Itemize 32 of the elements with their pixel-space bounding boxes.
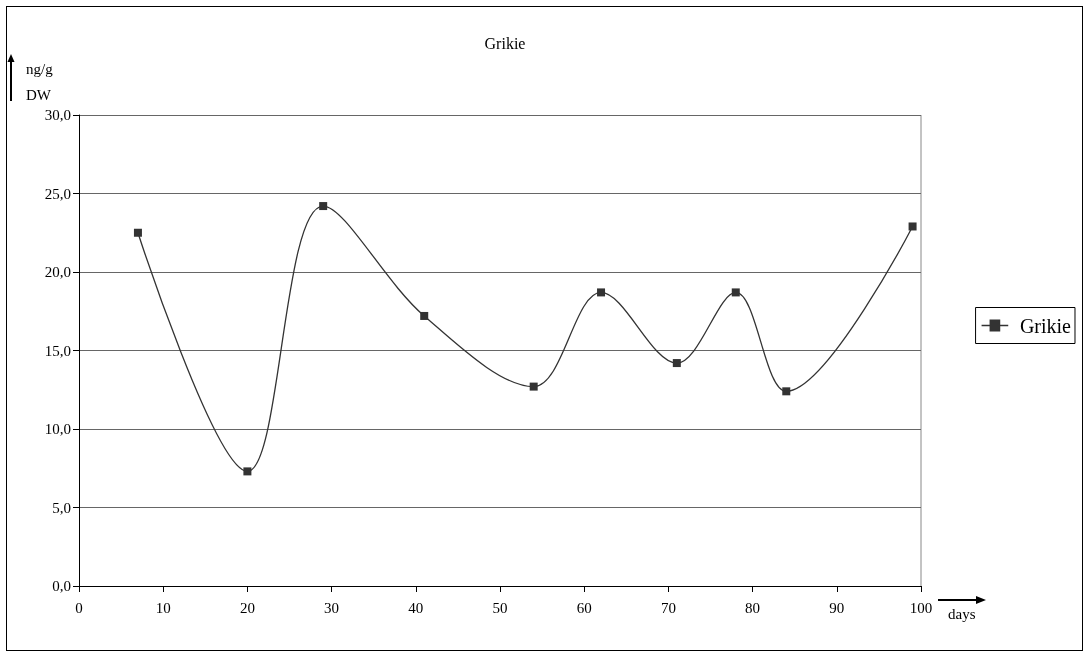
y-tick-label: 25,0 (44, 185, 71, 202)
x-tick-label: 0 (75, 599, 83, 616)
x-tick-label: 60 (576, 599, 592, 616)
x-tick-label: 70 (660, 599, 676, 616)
x-tick-label: 100 (909, 599, 933, 616)
chart-title: Grikie (484, 34, 526, 52)
point (908, 222, 917, 231)
point (133, 228, 142, 237)
y-tick-label: 30,0 (44, 107, 71, 123)
y-tick-label: 20,0 (44, 264, 71, 280)
point (529, 382, 538, 391)
y-tick-label: 10,0 (44, 421, 71, 437)
x-tick-label: 90 (829, 599, 845, 616)
x-tick-label: 30 (324, 599, 340, 616)
legend-label: Grikie (1019, 314, 1072, 337)
point (597, 288, 606, 297)
y-tick-label: 0,0 (52, 578, 71, 594)
point (243, 467, 252, 476)
point (782, 387, 791, 396)
point (731, 288, 740, 297)
point (319, 202, 328, 211)
x-tick-label: 40 (408, 599, 424, 616)
y-tick-label: 15,0 (44, 342, 71, 359)
x-tick-label: 80 (745, 599, 761, 616)
x-tick-label: 20 (239, 599, 255, 616)
x-tick-label: 50 (492, 599, 508, 616)
y-tick-label: 5,0 (52, 499, 71, 516)
point (672, 359, 681, 368)
y-axis-title: ng/g DW (26, 61, 54, 103)
x-tick-label: 10 (155, 599, 171, 616)
x-axis-title: days (948, 605, 976, 622)
point (420, 311, 429, 320)
